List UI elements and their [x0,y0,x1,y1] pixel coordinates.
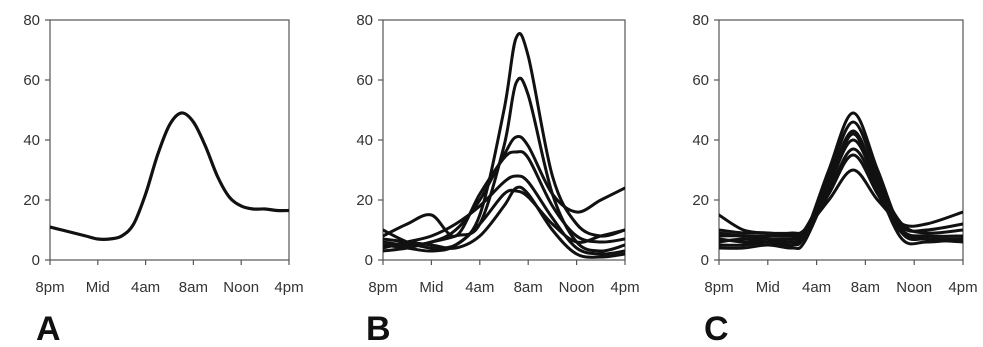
y-tick-label: 60 [23,72,40,89]
x-tick-label: 8pm [35,279,64,296]
x-tick-label: 4am [465,279,494,296]
series-line-6 [383,185,625,259]
series-line-1 [383,32,625,253]
y-tick-label: 40 [356,132,373,149]
y-tick-label: 20 [356,192,373,209]
series-line-5 [383,174,625,256]
y-tick-label: 60 [356,72,373,89]
y-tick-label: 20 [23,192,40,209]
series-line-3 [383,134,625,247]
series-group [383,32,625,259]
x-tick-label: Mid [756,279,780,296]
panel-letter: B [366,310,391,347]
y-tick-label: 80 [692,12,709,29]
y-tick-label: 40 [23,132,40,149]
series-line-8 [719,132,963,251]
series-line-7 [719,168,963,235]
y-tick-label: 40 [692,132,709,149]
y-tick-label: 0 [365,252,373,269]
y-tick-label: 0 [701,252,709,269]
x-tick-label: 4pm [274,279,303,296]
x-tick-label: 8am [179,279,208,296]
y-tick-label: 60 [692,72,709,89]
x-tick-label: Noon [223,279,259,296]
panel-letter: A [36,310,61,347]
x-tick-label: 8pm [704,279,733,296]
y-tick-label: 20 [692,192,709,209]
y-tick-label: 0 [32,252,40,269]
x-tick-label: 8pm [368,279,397,296]
x-tick-label: Noon [559,279,595,296]
x-tick-label: 4am [802,279,831,296]
chart-panel-a: 0 20 40 60 80 8pm Mid 4am 8am Noon 4pm A [23,12,303,347]
x-tick-label: 8am [851,279,880,296]
x-tick-label: 4pm [610,279,639,296]
x-tick-label: 4pm [948,279,977,296]
y-tick-label: 80 [23,12,40,29]
series-group [50,111,289,241]
x-tick-label: Mid [86,279,110,296]
series-line-6 [719,153,963,244]
chart-panel-b: 0 20 40 60 80 8pm Mid 4am 8am Noon 4pm B [356,12,639,347]
x-tick-label: Mid [419,279,443,296]
x-tick-label: Noon [896,279,932,296]
plot-frame [49,19,290,261]
series-line-4 [383,150,625,244]
x-tick-label: 8am [514,279,543,296]
series-group [719,111,963,251]
x-tick-label: 4am [131,279,160,296]
series-line-7 [383,188,625,250]
chart-panel-c: 0 20 40 60 80 8pm Mid 4am 8am Noon 4pm C [692,12,977,347]
y-tick-label: 80 [356,12,373,29]
series-line-1 [50,111,289,241]
panel-letter: C [704,310,729,347]
